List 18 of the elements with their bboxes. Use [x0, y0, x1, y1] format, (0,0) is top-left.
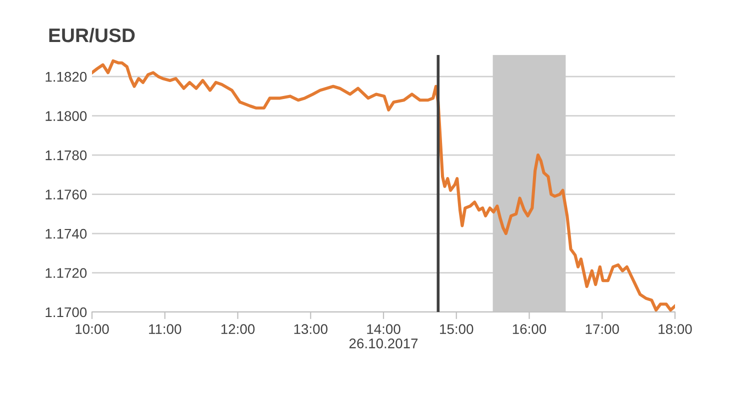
y-tick-label: 1.1800	[46, 111, 87, 121]
y-tick-label: 1.1760	[46, 190, 87, 200]
x-tick-label: 14:00	[367, 324, 400, 334]
x-tick-label: 11:00	[149, 324, 182, 334]
y-tick-label: 1.1740	[46, 228, 87, 239]
y-tick-label: 1.1780	[46, 150, 87, 160]
x-tick-label: 10:00	[76, 324, 109, 334]
x-tick-label: 17:00	[586, 324, 619, 334]
y-tick-label: 1.1700	[46, 307, 87, 318]
y-tick-label: 1.1720	[46, 268, 87, 278]
x-tick-label: 13:00	[294, 324, 328, 334]
x-tick-label: 12:00	[221, 324, 255, 334]
y-tick-label: 1.1820	[46, 72, 87, 82]
chart-title: EUR/USD	[49, 28, 135, 42]
x-tick-label: 18:00	[658, 324, 692, 334]
x-tick-label: 15:00	[440, 324, 474, 334]
x-tick-label: 16:00	[512, 324, 546, 334]
x-axis-title: 26.10.2017	[349, 338, 418, 348]
